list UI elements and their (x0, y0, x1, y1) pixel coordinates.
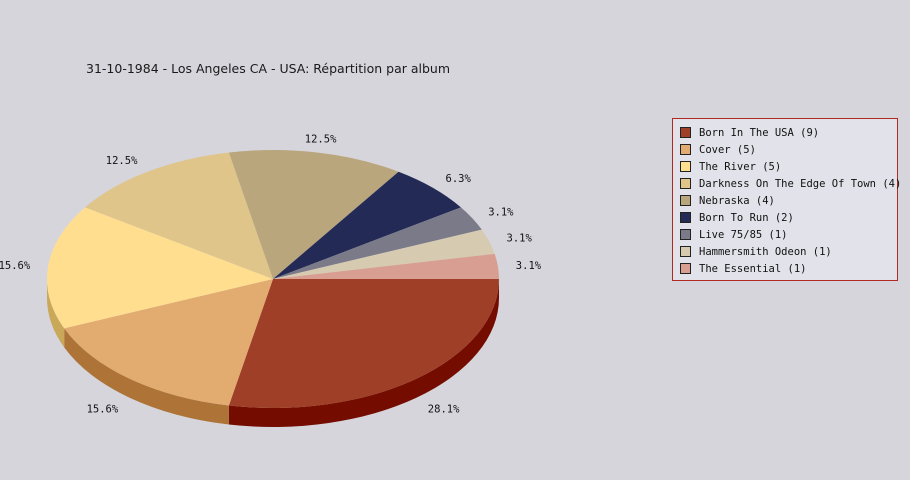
pie-slice-the-river[interactable] (47, 207, 273, 329)
legend-label: The Essential (1) (699, 262, 807, 275)
legend-swatch (680, 178, 691, 189)
pie-sides (47, 279, 499, 427)
slice-percent-label: 3.1% (507, 233, 533, 245)
pie-tops (47, 150, 499, 408)
legend-label: Darkness On The Edge Of Town (4) (699, 177, 902, 190)
legend-item-the-essential: The Essential (1) (680, 260, 897, 277)
legend-label: Born In The USA (9) (699, 126, 820, 139)
slice-side-born-in-the-usa (228, 279, 499, 427)
legend-label: Nebraska (4) (699, 194, 775, 207)
legend-item-darkness-on-the-edge-of-town: Darkness On The Edge Of Town (4) (680, 175, 901, 192)
pie-slice-born-in-the-usa[interactable] (228, 279, 499, 408)
legend-label: Born To Run (2) (699, 211, 794, 224)
slice-percent-label: 15.6% (0, 260, 31, 272)
chart-title: 31-10-1984 - Los Angeles CA - USA: Répar… (86, 61, 451, 76)
slice-percent-label: 3.1% (488, 207, 514, 219)
legend-swatch (680, 144, 691, 155)
legend-swatch (680, 263, 691, 274)
legend: Born In The USA (9) Cover (5) The River (5… (672, 118, 901, 281)
legend-item-the-river: The River (5) (680, 158, 897, 175)
slice-percent-label: 3.1% (516, 260, 542, 272)
legend-swatch (680, 161, 691, 172)
slice-side-cover (64, 328, 229, 425)
pie-slice-darkness-on-the-edge-of-town[interactable] (85, 152, 274, 279)
legend-swatch (680, 246, 691, 257)
slice-percent-label: 6.3% (446, 173, 472, 185)
slice-percent-label: 15.6% (87, 404, 119, 416)
legend-item-hammersmith-odeon: Hammersmith Odeon (1) (680, 243, 897, 260)
legend-item-born-in-the-usa: Born In The USA (9) (680, 124, 897, 141)
pie-slice-the-essential[interactable] (273, 253, 499, 279)
pie-labels: 28.1% 15.6% 15.6% 12.5% 12.5% 6.3% 3.1% 3.1% 3.1… (0, 134, 542, 416)
legend-item-nebraska: Nebraska (4) (680, 192, 897, 209)
legend-item-live-75-85: Live 75/85 (1) (680, 226, 897, 243)
legend-swatch (680, 212, 691, 223)
pie-slice-nebraska[interactable] (228, 150, 399, 279)
pie-slice-cover[interactable] (64, 279, 274, 406)
slice-side-the-river (47, 279, 65, 348)
legend-swatch (680, 229, 691, 240)
pie-slice-born-to-run[interactable] (273, 171, 461, 279)
legend-label: Live 75/85 (1) (699, 228, 788, 241)
legend-item-born-to-run: Born To Run (2) (680, 209, 897, 226)
legend-swatch (680, 195, 691, 206)
legend-label: Hammersmith Odeon (1) (699, 245, 832, 258)
pie-slice-live-75-85[interactable] (273, 207, 482, 279)
pie-slice-hammersmith-odeon[interactable] (273, 229, 495, 279)
legend-label: The River (5) (699, 160, 782, 173)
legend-item-cover: Cover (5) (680, 141, 897, 158)
legend-swatch (680, 127, 691, 138)
slice-percent-label: 12.5% (106, 155, 138, 167)
slice-percent-label: 28.1% (428, 404, 460, 416)
slice-percent-label: 12.5% (305, 134, 337, 146)
legend-label: Cover (5) (699, 143, 756, 156)
